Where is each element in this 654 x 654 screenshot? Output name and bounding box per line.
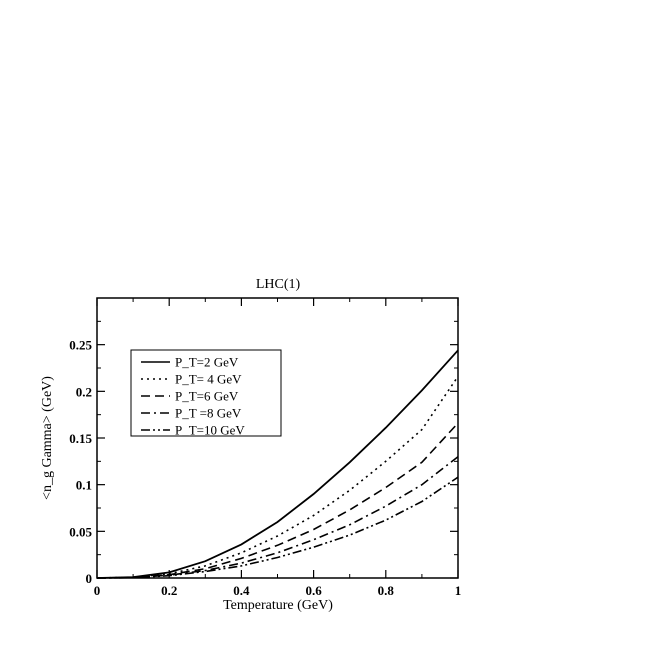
x-tick-label: 0.8 bbox=[378, 583, 395, 598]
series-line-1 bbox=[96, 349, 459, 579]
y-tick-label: 0.2 bbox=[76, 384, 92, 399]
legend-label-5: P_T=10 GeV bbox=[175, 423, 245, 438]
y-tick-label: 0.05 bbox=[69, 524, 92, 539]
legend-label-3: P_T=6 GeV bbox=[175, 389, 239, 404]
legend-box bbox=[130, 349, 282, 437]
legend-label-2: P_T= 4 GeV bbox=[175, 372, 242, 387]
legend-label-1: P_T=2 GeV bbox=[175, 355, 239, 370]
x-tick-label: 0.6 bbox=[305, 583, 322, 598]
x-axis-label: Temperature (GeV) bbox=[223, 598, 333, 613]
legend: P_T=2 GeV P_T= 4 GeV P_T=6 GeV P_T =8 GeV P_… bbox=[130, 349, 282, 438]
series-line-4 bbox=[96, 456, 459, 579]
x-tick-label: 0 bbox=[94, 583, 101, 598]
series-layer bbox=[96, 349, 459, 579]
y-tick-label: 0.15 bbox=[69, 431, 92, 446]
x-tick-label: 0.2 bbox=[161, 583, 177, 598]
x-tick-label: 0.4 bbox=[233, 583, 250, 598]
y-axis-label: <n_g Gamma> (GeV) bbox=[40, 376, 55, 500]
chart-title: LHC(1) bbox=[256, 277, 301, 292]
y-tick-label: 0.25 bbox=[69, 338, 92, 353]
x-tick-label: 1 bbox=[455, 583, 462, 598]
legend-label-4: P_T =8 GeV bbox=[175, 406, 242, 421]
series-line-5 bbox=[96, 476, 459, 579]
y-tick-label: 0.1 bbox=[76, 478, 92, 493]
y-tick-label: 0 bbox=[86, 571, 93, 586]
axis-ticks: 0 0.2 0.4 0.6 0.8 1 0 0.05 0.1 0.15 0.2 0.25 bbox=[69, 298, 461, 598]
